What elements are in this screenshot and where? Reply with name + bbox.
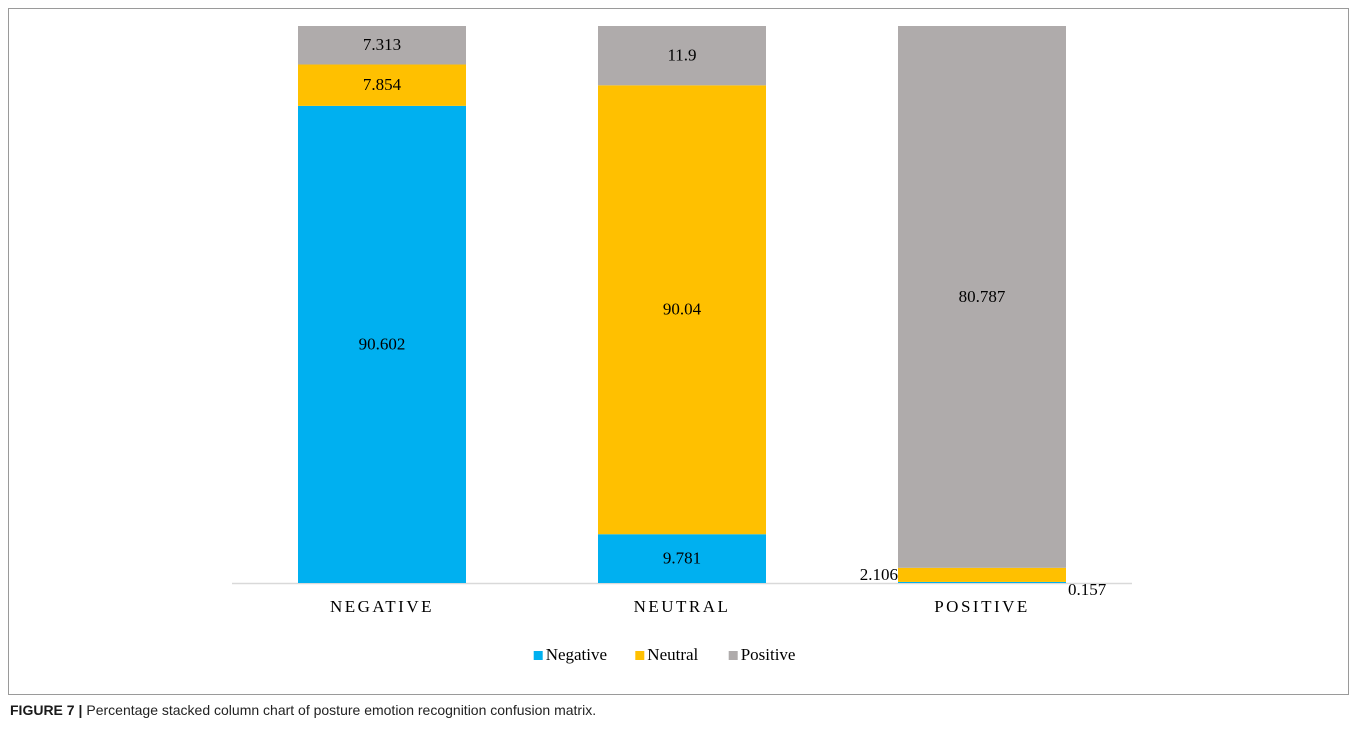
data-label: 9.781 xyxy=(663,549,701,568)
data-label: 0.157 xyxy=(1068,580,1107,599)
data-label: 7.854 xyxy=(363,75,402,94)
data-label: 80.787 xyxy=(959,287,1006,306)
bar-segment xyxy=(298,26,466,65)
caption-text: Percentage stacked column chart of postu… xyxy=(86,702,597,718)
legend-label: Positive xyxy=(741,645,796,664)
x-tick-label: NEGATIVE xyxy=(330,597,434,616)
bar-segment xyxy=(598,26,766,86)
bar-segment xyxy=(898,581,1066,583)
legend-label: Neutral xyxy=(647,645,698,664)
bar-segment xyxy=(898,567,1066,582)
bar-segment xyxy=(298,64,466,106)
data-label: 90.04 xyxy=(663,300,702,319)
bar-segment xyxy=(598,85,766,535)
bar-segment xyxy=(598,534,766,583)
x-tick-label: NEUTRAL xyxy=(634,597,731,616)
legend-label: Negative xyxy=(546,645,607,664)
x-tick-label: POSITIVE xyxy=(934,597,1030,616)
bar-segment xyxy=(898,26,1066,568)
chart: NEGATIVE 90.602 7.854 7.313 NEUTRAL 9.781 90.0… xyxy=(8,8,1349,695)
data-label: 7.313 xyxy=(363,35,401,54)
data-label: 90.602 xyxy=(359,334,406,353)
data-label: 11.9 xyxy=(667,46,696,65)
bar-segment xyxy=(298,105,466,584)
data-label: 2.106 xyxy=(860,565,898,584)
legend-swatch xyxy=(635,651,645,660)
caption: FIGURE 7 | Percentage stacked column char… xyxy=(10,702,596,718)
figure-frame xyxy=(8,8,1349,695)
legend-swatch xyxy=(533,651,543,660)
caption-label: FIGURE 7 | xyxy=(10,702,83,718)
legend-swatch xyxy=(728,651,738,660)
